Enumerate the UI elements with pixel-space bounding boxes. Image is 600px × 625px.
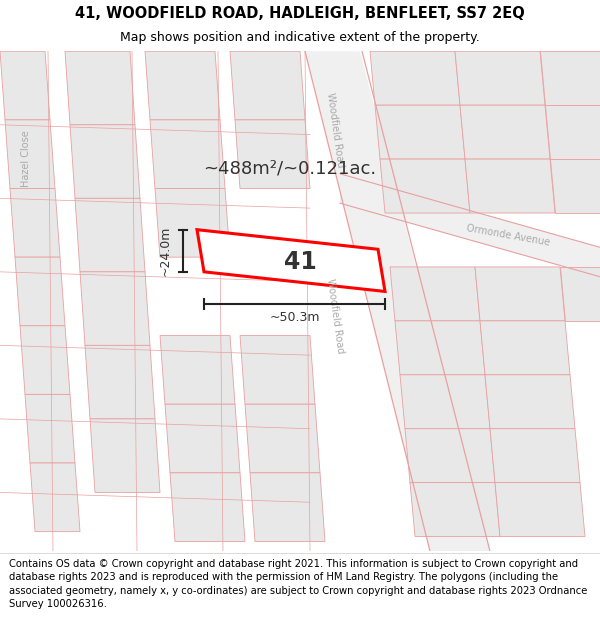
Polygon shape: [65, 51, 135, 125]
Polygon shape: [25, 394, 75, 463]
Polygon shape: [480, 321, 570, 375]
Polygon shape: [10, 189, 60, 257]
Polygon shape: [465, 159, 555, 213]
Polygon shape: [410, 482, 500, 536]
Polygon shape: [75, 198, 145, 272]
Polygon shape: [170, 473, 245, 541]
Polygon shape: [475, 267, 565, 321]
Polygon shape: [495, 482, 585, 536]
Polygon shape: [235, 120, 310, 189]
Text: Woodfield Road: Woodfield Road: [325, 278, 345, 354]
Polygon shape: [380, 159, 470, 213]
Polygon shape: [375, 105, 465, 159]
Polygon shape: [30, 463, 80, 532]
Polygon shape: [160, 336, 235, 404]
Polygon shape: [5, 120, 55, 189]
Polygon shape: [230, 51, 305, 120]
Polygon shape: [70, 125, 140, 198]
Text: Contains OS data © Crown copyright and database right 2021. This information is : Contains OS data © Crown copyright and d…: [9, 559, 587, 609]
Polygon shape: [370, 51, 460, 105]
Polygon shape: [20, 326, 70, 394]
Polygon shape: [400, 375, 490, 429]
Polygon shape: [240, 336, 315, 404]
Polygon shape: [545, 105, 600, 159]
Polygon shape: [155, 189, 230, 257]
Polygon shape: [485, 375, 575, 429]
Text: 41: 41: [284, 250, 316, 274]
Text: Woodfield Road: Woodfield Road: [325, 92, 345, 168]
Polygon shape: [150, 120, 225, 189]
Polygon shape: [490, 429, 580, 483]
Polygon shape: [340, 174, 600, 277]
Text: Ormonde Avenue: Ormonde Avenue: [466, 223, 551, 248]
Polygon shape: [390, 267, 480, 321]
Polygon shape: [0, 51, 50, 120]
Polygon shape: [85, 346, 155, 419]
Text: Map shows position and indicative extent of the property.: Map shows position and indicative extent…: [120, 31, 480, 44]
Text: Hazel Close: Hazel Close: [21, 131, 31, 188]
Polygon shape: [245, 404, 320, 473]
Polygon shape: [80, 272, 150, 346]
Text: 41, WOODFIELD ROAD, HADLEIGH, BENFLEET, SS7 2EQ: 41, WOODFIELD ROAD, HADLEIGH, BENFLEET, …: [75, 6, 525, 21]
Polygon shape: [197, 229, 385, 291]
Polygon shape: [145, 51, 220, 120]
Text: ~50.3m: ~50.3m: [269, 311, 320, 324]
Polygon shape: [550, 159, 600, 213]
Polygon shape: [455, 51, 545, 105]
Polygon shape: [395, 321, 485, 375]
Polygon shape: [165, 404, 240, 473]
Polygon shape: [305, 51, 490, 551]
Polygon shape: [540, 51, 600, 105]
Polygon shape: [405, 429, 495, 483]
Polygon shape: [250, 473, 325, 541]
Text: ~24.0m: ~24.0m: [158, 226, 172, 276]
Polygon shape: [560, 267, 600, 321]
Polygon shape: [460, 105, 550, 159]
Polygon shape: [90, 419, 160, 492]
Text: ~488m²/~0.121ac.: ~488m²/~0.121ac.: [203, 160, 377, 178]
Polygon shape: [15, 257, 65, 326]
